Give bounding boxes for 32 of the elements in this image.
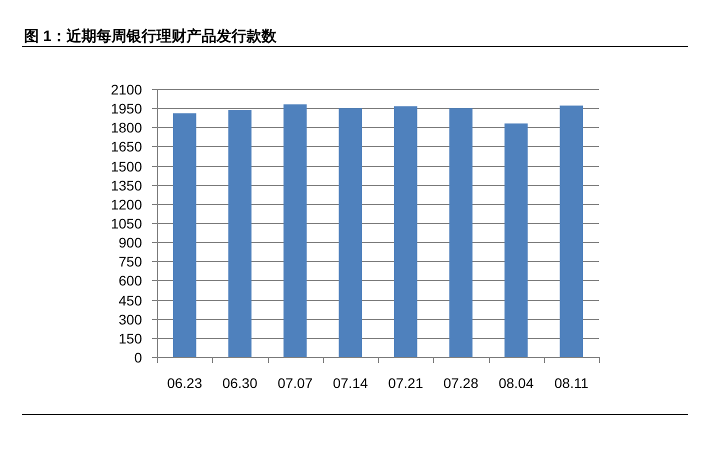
- bar: [560, 106, 583, 357]
- y-tick-label: 1200: [110, 196, 142, 212]
- y-tick-label: 1800: [110, 120, 142, 136]
- y-tick-label: 750: [118, 254, 142, 270]
- x-tick-label: 07.21: [388, 375, 424, 391]
- bar: [504, 123, 528, 357]
- x-tick-label: 07.07: [278, 375, 313, 391]
- y-tick-label: 1950: [110, 100, 142, 116]
- bar: [173, 113, 196, 357]
- y-tick-label: 2100: [110, 82, 142, 98]
- y-tick-label: 300: [118, 312, 142, 328]
- x-tick-label: 06.23: [167, 375, 202, 391]
- y-tick-label: 150: [118, 330, 142, 346]
- bar: [284, 104, 307, 357]
- y-tick-label: 1650: [110, 138, 142, 154]
- bar: [338, 108, 362, 357]
- x-tick-label: 07.14: [332, 375, 368, 391]
- y-tick-label: 900: [118, 234, 142, 250]
- y-tick-label: 450: [118, 292, 142, 308]
- x-tick-label: 08.11: [554, 375, 589, 391]
- x-tick-label: 07.28: [443, 375, 479, 391]
- y-tick-label: 1500: [110, 158, 142, 174]
- x-tick-label: 08.04: [498, 375, 534, 391]
- bar: [394, 106, 418, 357]
- y-tick-label: 0: [134, 350, 142, 366]
- y-tick-label: 1050: [110, 216, 142, 232]
- bar: [228, 110, 252, 357]
- chart-title: 图 1：近期每周银行理财产品发行款数: [24, 28, 278, 45]
- x-tick-label: 06.30: [222, 375, 258, 391]
- y-tick-label: 600: [118, 272, 142, 288]
- y-tick-label: 1350: [110, 178, 142, 194]
- bar: [449, 108, 472, 357]
